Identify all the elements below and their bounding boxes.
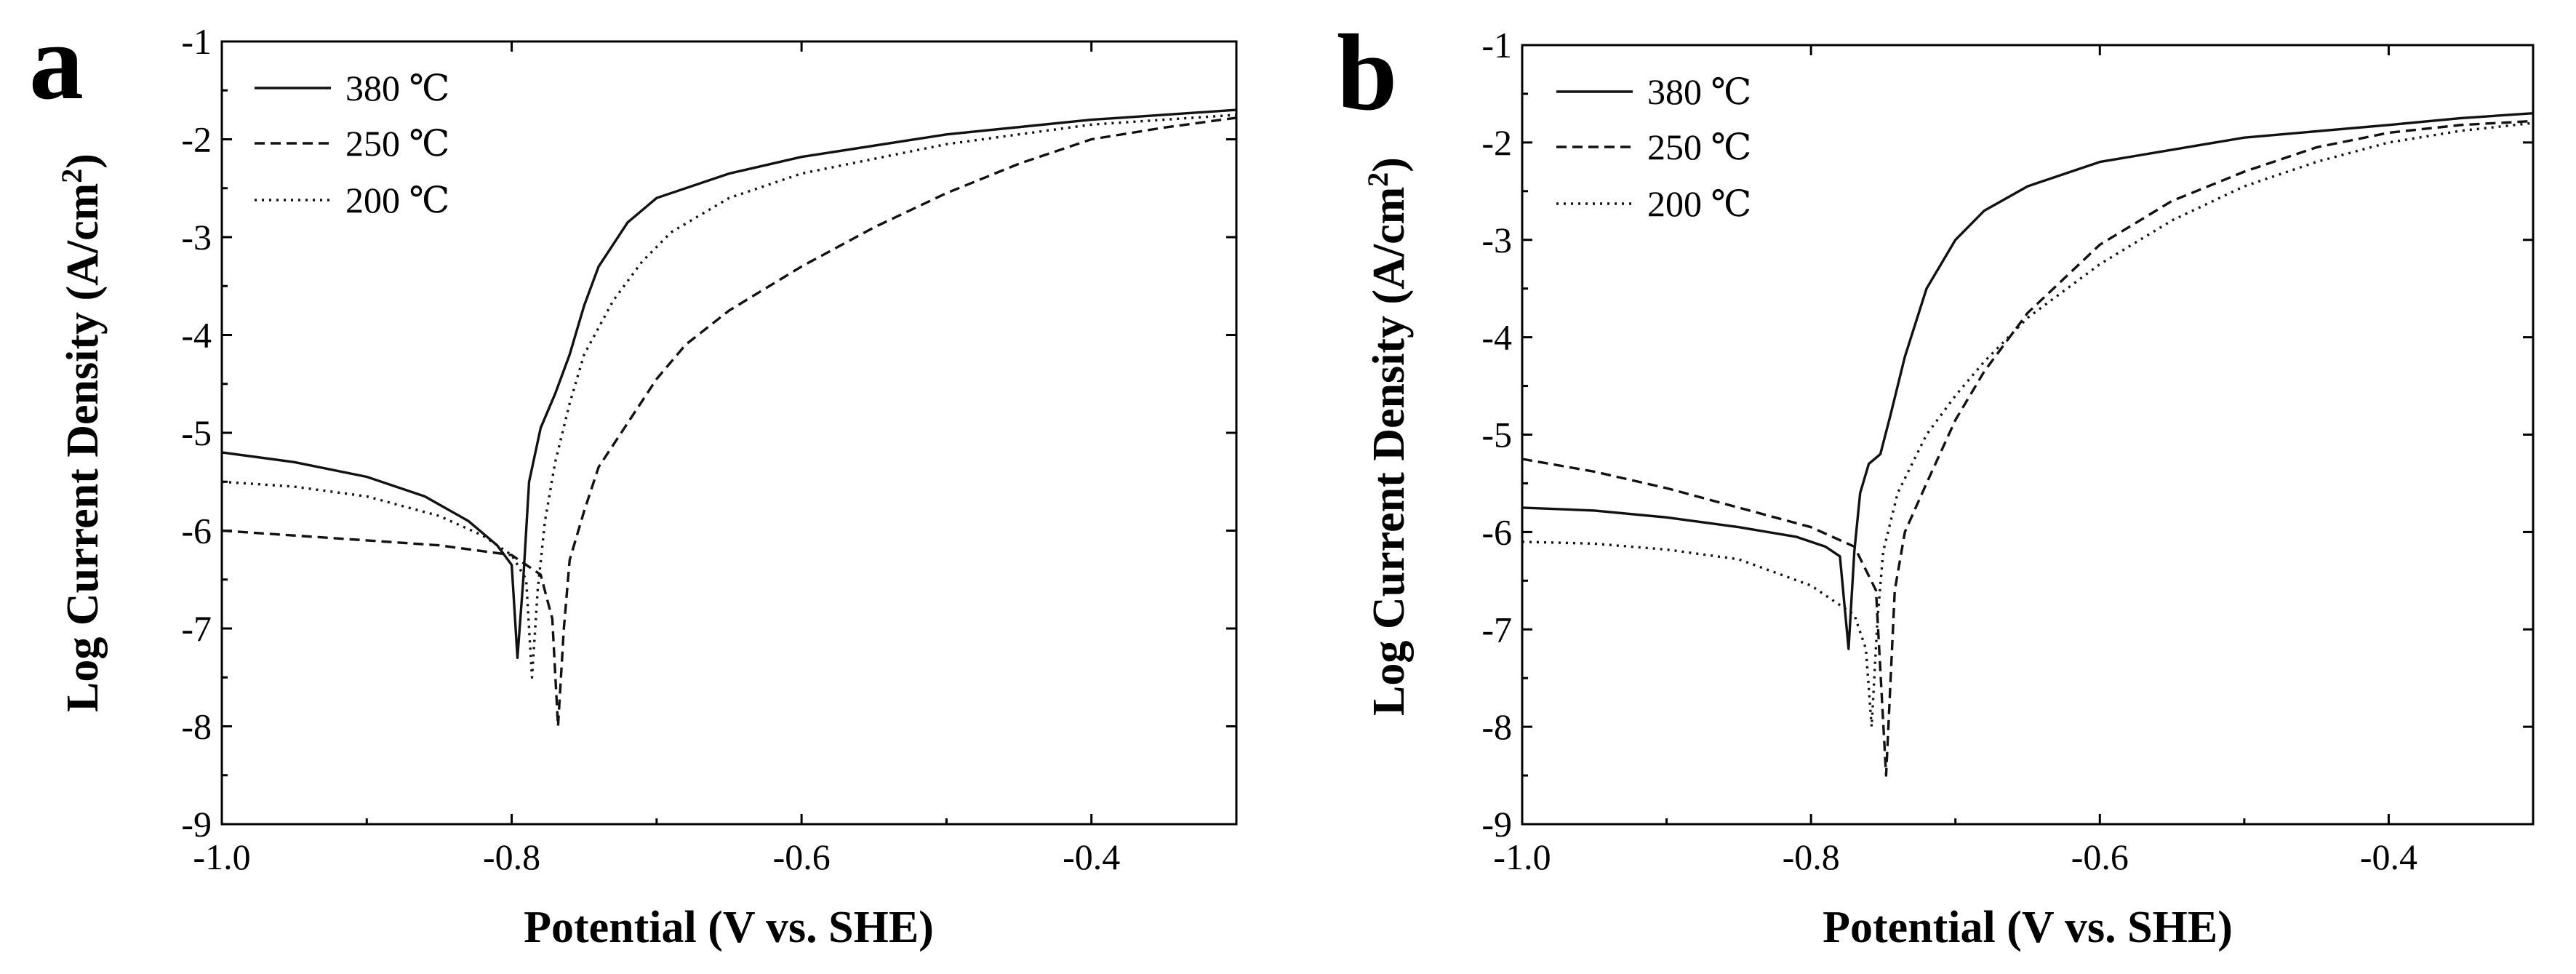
panel-b-y-tick-label: -7 — [1481, 609, 1512, 650]
panel-b-y-tick-label: -3 — [1481, 220, 1512, 260]
panel-b: b -9 -8 -7 -6 -5 -4 -3 -2 -1 -1.0 -0.8 -0.6 -0.4 Po… — [1337, 12, 2535, 952]
panel-a-x-tick-labels: -1.0 -0.8 -0.6 -0.4 — [193, 837, 1120, 877]
panel-b-legend-label-380: 380 ℃ — [1647, 71, 1751, 112]
panel-b-y-tick-label: -1 — [1481, 25, 1512, 65]
panel-a-series-250 — [221, 116, 1237, 728]
panel-b-y-tick-label: -4 — [1481, 317, 1512, 358]
panel-b-legend-label-200: 200 ℃ — [1647, 183, 1751, 224]
panel-a-y-axis-title-close: ) — [58, 153, 108, 169]
panel-a-x-tick-label: -0.8 — [483, 837, 540, 877]
panel-b-x-tick-label: -0.4 — [2360, 837, 2417, 877]
panel-a-y-tick-label: -1 — [181, 21, 212, 62]
panel-b-y-tick-label: -2 — [1481, 122, 1512, 163]
panel-a-y-tick-label: -6 — [181, 511, 212, 551]
panel-label-b: b — [1337, 12, 1397, 133]
panel-b-x-tick-label: -0.6 — [2071, 837, 2129, 877]
panel-b-y-tick-label: -6 — [1481, 511, 1512, 552]
panel-b-y-tick-label: -8 — [1481, 706, 1512, 747]
panel-b-series-380 — [1521, 112, 2534, 650]
panel-a-series-200 — [221, 113, 1237, 679]
panel-a-plot-frame — [220, 40, 1238, 826]
panel-b-y-tick-labels: -9 -8 -7 -6 -5 -4 -3 -2 -1 — [1481, 25, 1512, 845]
panel-a-series-380 — [221, 108, 1237, 659]
panel-a-y-tick-label: -7 — [181, 608, 212, 649]
panel-b-y-axis-title-main: Log Current Density (A/cm — [1364, 187, 1414, 716]
panel-a-y-tick-label: -2 — [181, 119, 212, 160]
panel-b-legend-label-250: 250 ℃ — [1647, 127, 1751, 167]
panel-a-y-tick-label: -9 — [181, 804, 212, 845]
panel-a-y-tick-labels: -9 -8 -7 -6 -5 -4 -3 -2 -1 — [181, 21, 212, 845]
panel-b-x-tick-label: -0.8 — [1783, 837, 1840, 877]
panel-b-legend: 380 ℃ 250 ℃ 200 ℃ — [1556, 71, 1751, 224]
panel-b-series-200 — [1521, 121, 2534, 728]
panel-a-y-tick-label: -3 — [181, 217, 212, 258]
panel-b-y-axis-title: Log Current Density (A/cm2) — [1361, 157, 1415, 716]
panel-a-legend-label-200: 200 ℃ — [345, 180, 449, 220]
panel-b-y-axis-title-close: ) — [1364, 157, 1414, 172]
panel-a-legend-label-380: 380 ℃ — [345, 68, 449, 108]
panel-b-series — [1521, 112, 2534, 777]
panel-label-a: a — [29, 1, 84, 122]
panel-b-plot-frame — [1521, 44, 2535, 826]
panel-a-y-axis-title-sup: 2 — [55, 169, 88, 183]
panel-b-x-axis-title: Potential (V vs. SHE) — [1823, 903, 2233, 952]
panel-a-x-tick-label: -1.0 — [193, 837, 250, 877]
panel-a-x-axis-title: Potential (V vs. SHE) — [524, 903, 934, 952]
panel-a-y-axis-title: Log Current Density (A/cm2) — [55, 153, 108, 712]
panel-b-x-tick-label: -1.0 — [1493, 837, 1551, 877]
panel-b-x-tick-labels: -1.0 -0.8 -0.6 -0.4 — [1493, 837, 2417, 877]
panel-b-series-250 — [1521, 119, 2534, 777]
panel-a: a -9 -8 -7 -6 -5 -4 -3 -2 -1 -1.0 -0.8 -0.6 -0.4 Po… — [29, 1, 1238, 952]
panel-b-y-axis-title-sup: 2 — [1361, 172, 1394, 187]
panel-b-y-tick-label: -9 — [1481, 804, 1512, 845]
panel-a-x-tick-label: -0.6 — [773, 837, 831, 877]
panel-a-y-axis-title-main: Log Current Density (A/cm — [58, 183, 108, 712]
panel-a-legend-label-250: 250 ℃ — [345, 123, 449, 164]
panel-a-y-tick-label: -5 — [181, 412, 212, 453]
panel-a-x-tick-label: -0.4 — [1063, 837, 1120, 877]
panel-a-y-tick-label: -8 — [181, 706, 212, 747]
panel-a-y-tick-label: -4 — [181, 315, 212, 356]
panel-a-series — [221, 108, 1237, 728]
panel-b-y-tick-label: -5 — [1481, 415, 1512, 455]
panel-a-legend: 380 ℃ 250 ℃ 200 ℃ — [255, 68, 449, 220]
